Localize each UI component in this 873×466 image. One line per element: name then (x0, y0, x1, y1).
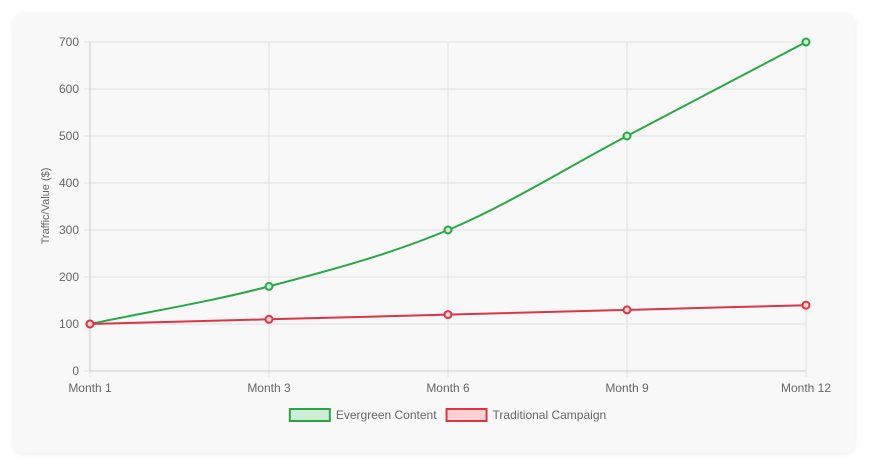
legend-swatch (445, 408, 488, 422)
x-tick-label: Month 12 (781, 381, 831, 395)
legend-item[interactable]: Traditional Campaign (445, 408, 607, 422)
x-tick-label: Month 6 (426, 381, 470, 395)
series-group (85, 37, 811, 329)
x-tick-labels: Month 1 Month 3 Month 6 Month 9 Month 12 (68, 381, 831, 395)
legend-label: Evergreen Content (336, 408, 437, 422)
y-tick-label: 400 (59, 176, 79, 190)
y-tick-label: 0 (72, 364, 79, 378)
y-tick-label: 500 (59, 129, 79, 143)
y-tick-label: 600 (59, 82, 79, 96)
x-tick-label: Month 1 (68, 381, 112, 395)
legend[interactable]: Evergreen Content Traditional Campaign (288, 408, 607, 422)
traditional-campaign-point[interactable] (801, 300, 811, 310)
y-tick-label: 200 (59, 270, 79, 284)
evergreen-content-point[interactable] (264, 281, 274, 291)
traditional-campaign-point[interactable] (85, 319, 95, 329)
traditional-campaign-point[interactable] (264, 314, 274, 324)
evergreen-content-point[interactable] (443, 225, 453, 235)
y-tick-label: 300 (59, 223, 79, 237)
legend-label: Traditional Campaign (493, 408, 607, 422)
x-tick-label: Month 3 (247, 381, 291, 395)
legend-item[interactable]: Evergreen Content (288, 408, 437, 422)
x-tick-label: Month 9 (605, 381, 649, 395)
y-tick-labels: 0 100 200 300 400 500 600 700 (59, 35, 79, 378)
evergreen-content-point[interactable] (801, 37, 811, 47)
y-tick-label: 100 (59, 317, 79, 331)
y-axis-title: Traffic/Value ($) (40, 168, 52, 245)
chart-card (13, 13, 855, 453)
evergreen-content-point[interactable] (622, 131, 632, 141)
axes (89, 42, 806, 372)
legend-swatch (288, 408, 331, 422)
traditional-campaign-point[interactable] (443, 310, 453, 320)
traditional-campaign-point[interactable] (622, 305, 632, 315)
grid-lines (84, 41, 807, 377)
y-tick-label: 700 (59, 35, 79, 49)
